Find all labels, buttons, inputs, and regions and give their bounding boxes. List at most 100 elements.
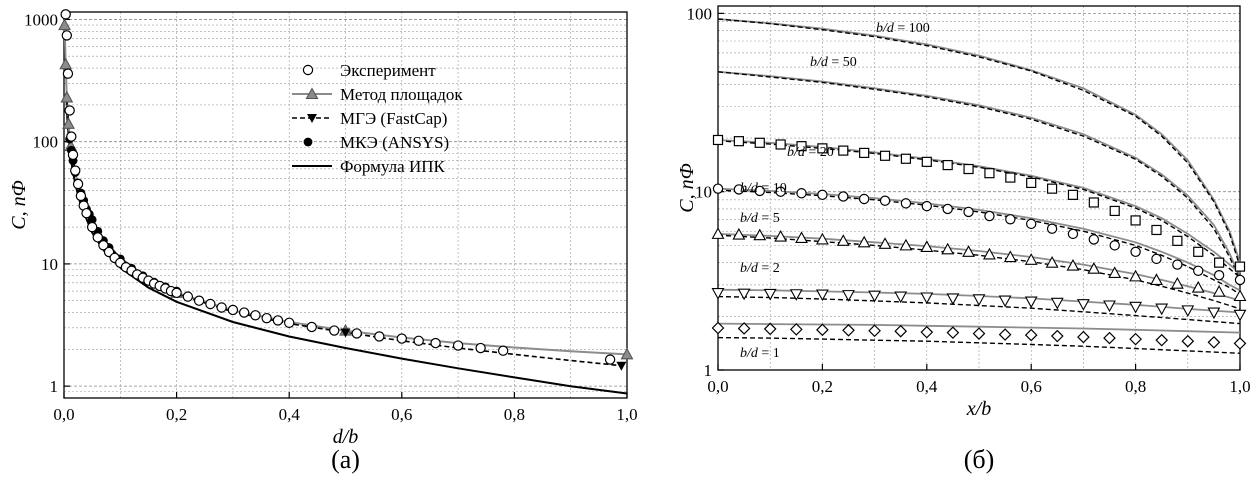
chart-b-series-4-point <box>753 228 767 241</box>
chart-b-series-4-point <box>1087 262 1101 274</box>
chart-a-x-tick-label: 1,0 <box>616 405 637 424</box>
chart-a-experiment-point <box>238 307 250 318</box>
chart-b-series-3-point <box>900 198 912 209</box>
chart-b-series-4-point <box>1003 250 1017 263</box>
legend-label: МГЭ (FastCap) <box>340 109 447 128</box>
chart-b-series-5-dashed-line <box>717 295 1241 325</box>
chart-a-experiment-point <box>182 291 194 302</box>
chart-b-series-3-solid-line <box>717 187 1241 292</box>
chart-a-panel: 0,0 0,2 0,4 0,6 0,8 1,0 1 10 100 1000 d/b C, пФ Эксп… <box>8 9 638 474</box>
chart-a-experiment-point <box>261 312 272 324</box>
chart-b-series-1-solid-line <box>717 70 1241 278</box>
chart-b-curve-label: b/d = 100 <box>876 21 930 36</box>
chart-b-series-2-point <box>1234 261 1246 272</box>
chart-a-experiment-point <box>351 328 362 339</box>
chart-b-series-6-point <box>868 324 881 338</box>
chart-a-experiment-point <box>329 325 340 336</box>
chart-a-y-tick-label: 1000 <box>24 10 58 29</box>
chart-b-series-6-point <box>946 326 960 339</box>
legend-marker-method <box>305 87 319 100</box>
chart-b-series-6-point <box>998 328 1012 341</box>
chart-a-experiment-point <box>227 304 239 316</box>
chart-a-experiment-point <box>66 131 77 142</box>
chart-a-y-tick-label: 100 <box>33 133 59 152</box>
chart-b-series-2-dashed-line <box>717 140 1241 279</box>
chart-a-experiment-point <box>306 321 317 333</box>
chart-a-experiment-point <box>62 68 74 79</box>
chart-b-series-6-dashed-line <box>717 336 1241 354</box>
chart-b-series-4-point <box>836 234 850 246</box>
chart-a-method-point <box>62 117 75 129</box>
chart-b-series-2-point <box>1026 177 1037 189</box>
chart-a-experiment-point <box>70 165 81 176</box>
chart-b-series-3-point <box>817 189 828 201</box>
chart-b-series-4-point <box>795 231 808 244</box>
chart-a-experiment-point <box>171 287 182 299</box>
chart-b-x-axis-label: x/b <box>966 398 991 420</box>
chart-b-series-3-point <box>1025 218 1037 230</box>
chart-a-fastcap-point <box>616 361 627 371</box>
chart-b-series-1-dashed-line <box>717 71 1241 281</box>
chart-b-series-6-point <box>737 322 751 335</box>
chart-b-series-3-point <box>963 206 974 218</box>
chart-b-series-5-point <box>1155 303 1169 316</box>
chart-a-x-axis-label: d/b <box>333 426 359 448</box>
chart-b-series-4-point <box>774 229 788 242</box>
legend-label: Эксперимент <box>340 61 436 80</box>
chart-a-experiment-point <box>64 105 75 116</box>
chart-b-series-4-point <box>1212 285 1226 297</box>
legend-label: Метод площадок <box>340 85 463 104</box>
chart-b-series-2-point <box>775 139 786 150</box>
chart-b-series-2-point <box>1193 246 1204 257</box>
chart-b-series-2-point <box>1046 183 1058 194</box>
chart-b-series-4-point <box>1024 253 1038 265</box>
chart-b-series-3-point <box>1130 246 1141 258</box>
chart-b-series-2-point <box>984 168 995 179</box>
chart-b-x-tick-label: 1,0 <box>1229 377 1250 396</box>
chart-b-series-5-point <box>1233 309 1247 322</box>
chart-a-method-point <box>58 18 71 31</box>
chart-b-series-4-solid-line <box>717 233 1241 302</box>
chart-b-curve-label: b/d = 20 <box>787 145 834 160</box>
chart-b-x-tick-label: 0,6 <box>1021 377 1042 396</box>
chart-b-series-5-point <box>868 290 882 303</box>
chart-b-series-3-point <box>796 188 807 199</box>
chart-a-experiment-point <box>430 337 441 349</box>
chart-a-experiment-point <box>604 354 616 365</box>
legend-label: Формула ИПК <box>340 157 446 176</box>
chart-b-series-5-point <box>946 293 960 306</box>
chart-b-series-3-point <box>1234 274 1246 286</box>
chart-b-series-2-point <box>1005 172 1016 183</box>
chart-b-series-2-point <box>1172 235 1183 246</box>
chart-b-series-2-point <box>1151 224 1162 236</box>
chart-a-caption: (а) <box>331 445 360 474</box>
chart-a-experiment-point <box>396 333 407 344</box>
chart-a-experiment-point <box>75 190 87 202</box>
chart-a-experiment-point <box>250 310 261 321</box>
chart-b-series-6-point <box>1233 337 1247 350</box>
chart-b-series-0-solid-line <box>717 18 1241 263</box>
chart-b-series-4-point <box>1045 256 1059 268</box>
chart-a-ansys-point <box>87 215 97 225</box>
chart-b-series-6-point <box>789 323 803 336</box>
chart-a-x-tick-label: 0,4 <box>279 405 301 424</box>
chart-a-experiment-point <box>205 298 216 310</box>
chart-b-series-3-point <box>984 210 995 222</box>
chart-b-series-2-point <box>838 145 849 156</box>
chart-b-series-5-point <box>920 292 934 305</box>
chart-b-series-4-point <box>962 245 975 257</box>
chart-a-y-axis-label: C, пФ <box>8 180 30 229</box>
chart-b-series-5-point <box>1024 296 1038 309</box>
chart-b-series-3-point <box>858 193 870 205</box>
chart-b-series-5-point <box>1103 300 1116 313</box>
chart-b-series-4-point <box>1150 273 1163 285</box>
chart-b-curve-label: b/d = 50 <box>810 55 857 70</box>
chart-a-experiment-point <box>61 30 73 41</box>
chart-b-series-4-point <box>857 235 871 248</box>
chart-a-experiment-point <box>374 331 385 342</box>
chart-b-series-6-point <box>711 321 725 335</box>
chart-a-experiment-point <box>272 315 284 326</box>
chart-b-series-2-point <box>1130 215 1141 226</box>
chart-b-series-5-point <box>1076 299 1090 311</box>
chart-b-series-5-point <box>1050 297 1064 310</box>
